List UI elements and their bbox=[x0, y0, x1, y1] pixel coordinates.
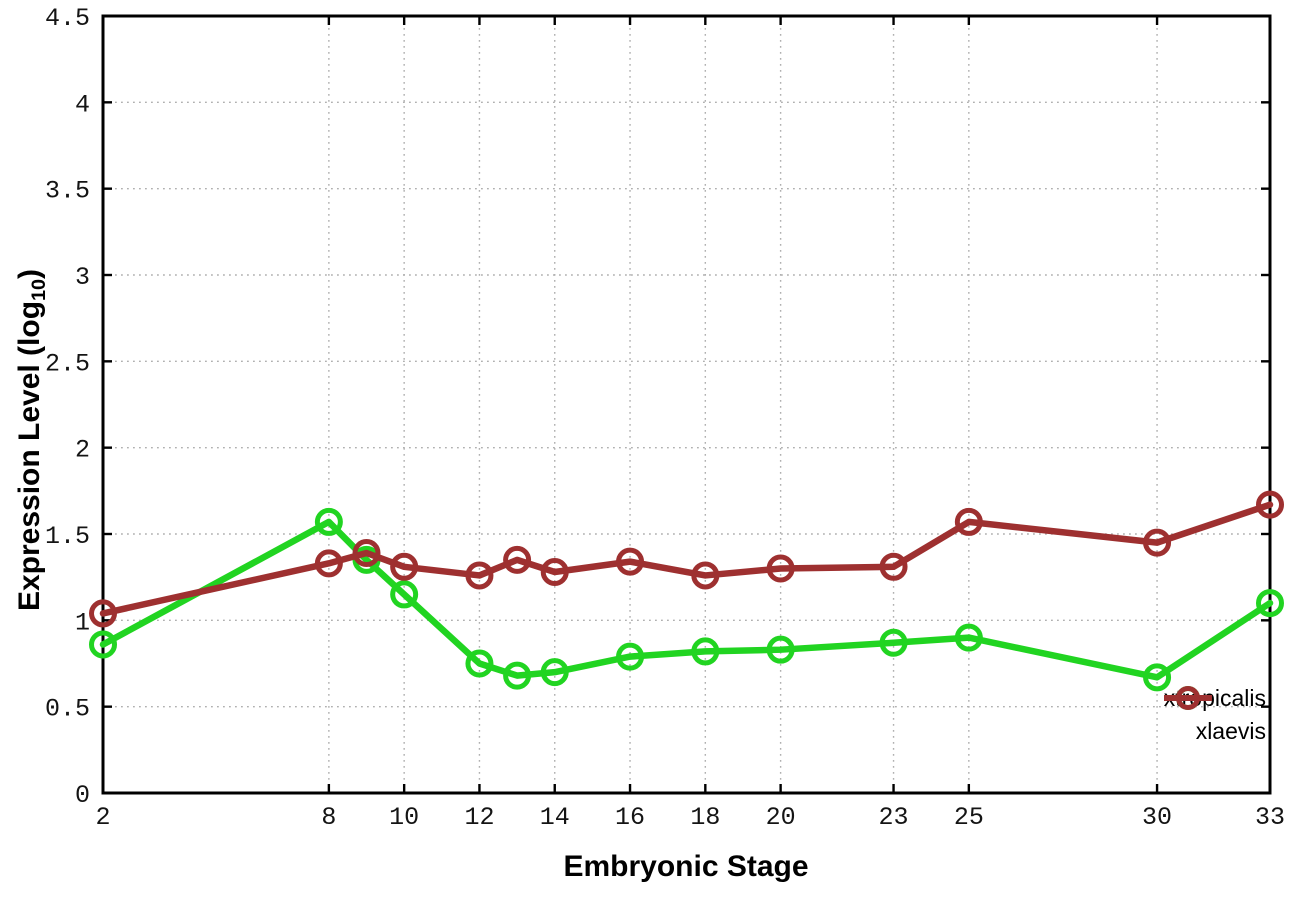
data-point-marker-xlaevis bbox=[954, 507, 983, 536]
x-tick-label: 30 bbox=[1142, 803, 1172, 832]
data-point-marker-xtropicalis bbox=[465, 649, 494, 678]
y-tick-label: 0 bbox=[75, 781, 90, 810]
x-tick-label: 18 bbox=[690, 803, 720, 832]
x-tick-label: 20 bbox=[766, 803, 796, 832]
y-tick-label: 3.5 bbox=[45, 177, 90, 206]
y-tick-label: 1.5 bbox=[45, 522, 90, 551]
data-point-marker-xlaevis bbox=[766, 554, 795, 583]
data-point-marker-xlaevis bbox=[1143, 528, 1172, 557]
data-point-marker-xtropicalis bbox=[616, 642, 645, 671]
data-point-marker-xtropicalis bbox=[954, 623, 983, 652]
data-point-marker-xlaevis bbox=[352, 538, 381, 567]
legend-marker-xlaevis bbox=[1163, 686, 1212, 710]
data-point-marker-xtropicalis bbox=[390, 580, 419, 609]
series-line-xlaevis bbox=[99, 501, 1274, 617]
data-point-marker-xtropicalis bbox=[766, 635, 795, 664]
y-axis-label-main: Expression Level (log bbox=[13, 300, 46, 612]
legend-label: xlaevis bbox=[1195, 718, 1266, 744]
y-tick-label: 4 bbox=[75, 90, 90, 119]
data-point-marker-xlaevis bbox=[89, 599, 117, 628]
data-point-marker-xlaevis bbox=[465, 561, 494, 590]
legend: xtropicalis xlaevis bbox=[1163, 685, 1266, 744]
x-tick-label: 16 bbox=[615, 803, 645, 832]
plot-border bbox=[101, 14, 1272, 795]
data-point-marker-xtropicalis bbox=[314, 507, 343, 536]
x-tick-label: 10 bbox=[389, 803, 419, 832]
x-tick-label: 14 bbox=[540, 803, 570, 832]
data-point-marker-xtropicalis bbox=[503, 661, 532, 690]
legend-sample-circle bbox=[1175, 686, 1200, 710]
x-axis-label: Embryonic Stage bbox=[563, 850, 809, 883]
y-axis-label-close: ) bbox=[13, 268, 46, 279]
data-point-marker-xtropicalis bbox=[691, 637, 720, 666]
y-tick-label: 2 bbox=[75, 436, 90, 465]
y-tick-label: 4.5 bbox=[45, 4, 90, 33]
data-point-marker-xlaevis bbox=[314, 549, 343, 578]
x-tick-label: 8 bbox=[321, 803, 336, 832]
data-point-marker-xlaevis bbox=[1256, 490, 1284, 519]
data-point-marker-xtropicalis bbox=[1256, 589, 1284, 618]
y-tick-label: 1 bbox=[75, 608, 90, 637]
data-point-marker-xlaevis bbox=[616, 547, 645, 576]
data-point-marker-xlaevis bbox=[879, 552, 908, 581]
legend-item-xlaevis: xlaevis bbox=[1163, 686, 1266, 744]
y-axis-label-subscript: 10 bbox=[27, 278, 50, 301]
x-tick-label: 33 bbox=[1255, 803, 1285, 832]
data-point-marker-xlaevis bbox=[390, 552, 419, 581]
y-tick-label: 3 bbox=[75, 263, 90, 292]
series-line-xtropicalis bbox=[99, 518, 1274, 681]
y-axis-label: Expression Level (log10) bbox=[13, 268, 50, 612]
data-point-marker-xtropicalis bbox=[540, 658, 569, 687]
data-point-marker-xlaevis bbox=[540, 557, 569, 586]
x-tick-label: 12 bbox=[464, 803, 494, 832]
data-point-marker-xlaevis bbox=[691, 561, 720, 590]
y-tick-label: 0.5 bbox=[45, 695, 90, 724]
data-point-marker-xtropicalis bbox=[879, 628, 908, 657]
x-tick-label: 25 bbox=[954, 803, 984, 832]
y-tick-label: 2.5 bbox=[45, 349, 90, 378]
x-tick-label: 23 bbox=[879, 803, 909, 832]
data-point-marker-xtropicalis bbox=[89, 630, 117, 659]
x-tick-label: 2 bbox=[95, 803, 110, 832]
data-point-marker-xtropicalis bbox=[1143, 663, 1172, 692]
data-point-marker-xlaevis bbox=[503, 545, 532, 574]
